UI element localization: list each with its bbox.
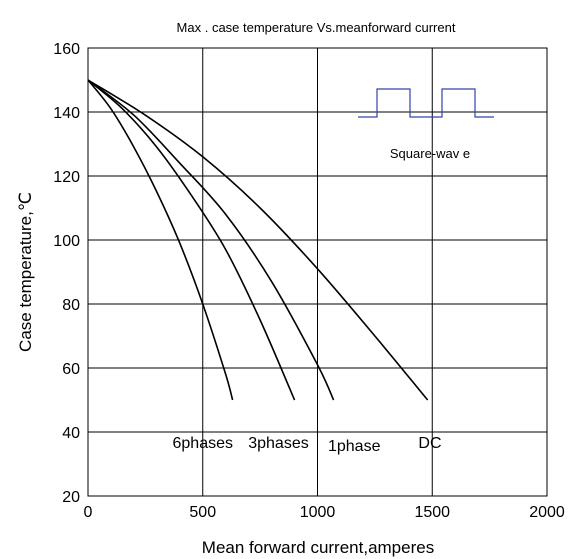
curves [87, 79, 429, 401]
y-axis-label: Case temperature,℃ [16, 192, 35, 352]
x-tick-label: 1500 [414, 504, 450, 521]
series-1phase-line [87, 79, 335, 401]
x-tick-label: 500 [189, 504, 216, 521]
square-wave-label: Square-wav e [390, 146, 470, 161]
ticks: 20 40 60 80 100 120 140 160 0 500 1000 1500 2000 [53, 41, 565, 521]
y-tick-label: 80 [62, 297, 80, 314]
square-wave-icon [358, 88, 494, 118]
curve-label-1phase: 1phase [328, 438, 381, 455]
curve-label-3phases: 3phases [248, 435, 309, 452]
chart-title: Max . case temperature Vs.meanforward cu… [177, 20, 456, 35]
y-tick-label: 100 [53, 233, 80, 250]
y-tick-label: 160 [53, 41, 80, 58]
series-3phases-line [87, 79, 296, 401]
x-tick-label: 1000 [300, 504, 336, 521]
x-axis-label: Mean forward current,amperes [202, 538, 434, 557]
x-tick-label: 0 [84, 504, 93, 521]
grid [87, 47, 548, 497]
y-tick-label: 60 [62, 361, 80, 378]
series-dc-line [87, 79, 429, 401]
y-tick-label: 20 [62, 489, 80, 506]
x-tick-label: 2000 [529, 504, 565, 521]
curve-labels: 6phases 3phases 1phase DC [173, 435, 442, 455]
curve-label-dc: DC [418, 435, 441, 452]
series-6phases-line [87, 79, 234, 401]
plot-frame [87, 47, 548, 497]
y-tick-label: 140 [53, 105, 80, 122]
square-wave-inset: Square-wav e [358, 88, 494, 161]
curve-label-6phases: 6phases [173, 435, 234, 452]
y-tick-label: 120 [53, 169, 80, 186]
y-tick-label: 40 [62, 425, 80, 442]
